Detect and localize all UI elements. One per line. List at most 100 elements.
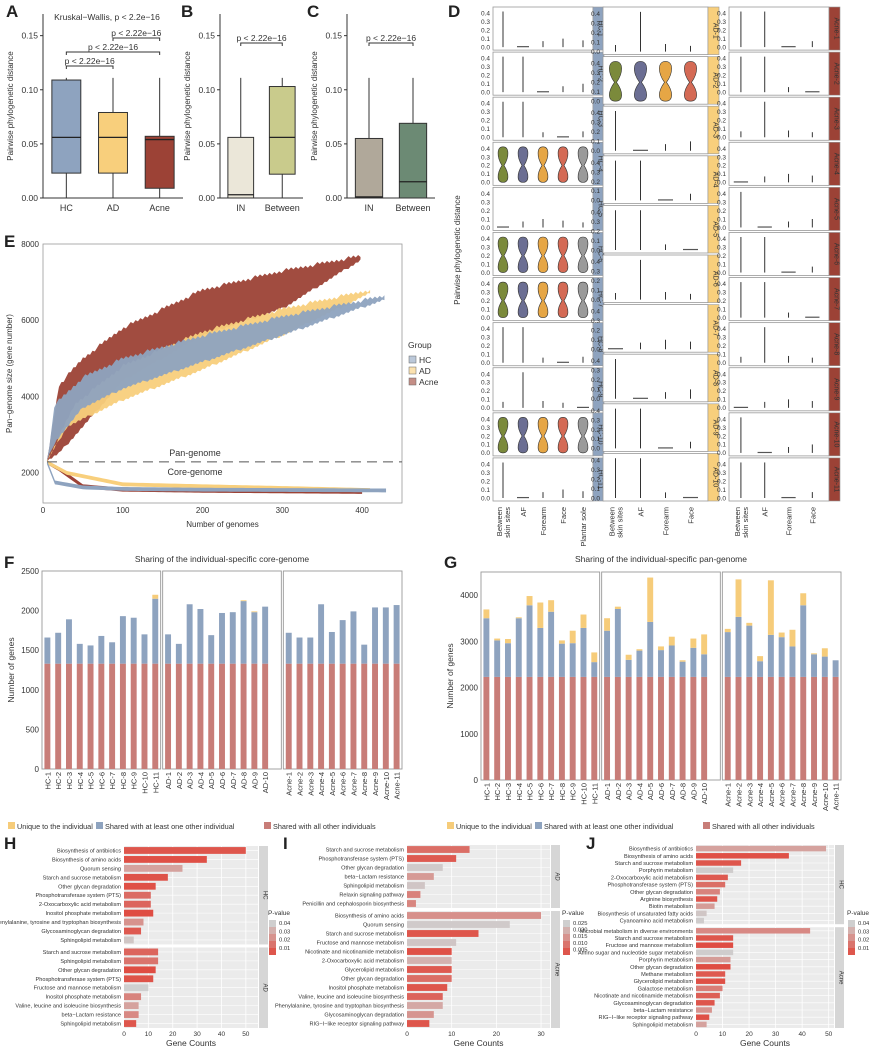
bar-segment-shared-all (821, 676, 828, 780)
x-tick-label: skin sites (616, 507, 625, 538)
bar-segment-shared-all (208, 663, 215, 769)
y-tick-label: 0.2 (591, 179, 600, 186)
x-tick-label: HC-6 (536, 783, 545, 801)
facet-strip-label: HC-3 (597, 111, 604, 127)
bar-segment-shared-all (165, 663, 172, 769)
bar-segment-shared-some (548, 611, 555, 677)
x-tick-label: Acne (149, 203, 170, 213)
x-tick-label: HC-2 (493, 783, 502, 801)
y-tick-label: 0.1 (591, 238, 600, 245)
y-tick-label: 0.2 (717, 253, 726, 260)
facet-ad-6: AD-6 0.0 0.1 0.2 0.3 0.4 (591, 254, 720, 304)
facet-panel (696, 927, 834, 1028)
bar-segment-unique (636, 649, 643, 651)
facet-strip (707, 403, 720, 452)
bar-segment-shared-all (361, 663, 368, 769)
bar-segment-shared-some (285, 632, 292, 664)
x-tick-label: AD-6 (657, 783, 666, 800)
y-tick-label: 0.4 (591, 457, 600, 464)
x-tick-label: Acne-3 (306, 772, 315, 796)
y-axis-label: Pairwise phylogenetic distance (453, 195, 462, 305)
enrichment-bar (407, 1002, 443, 1009)
enrichment-bar (407, 966, 452, 973)
term-label: Glycosaminoglycan degradation (41, 929, 121, 935)
y-tick-label: 0.3 (591, 120, 600, 127)
x-tick-label: HC-5 (526, 783, 535, 801)
y-tick-label: 0.0 (717, 405, 726, 412)
term-label: Cyanoamino acid metabolism (620, 919, 694, 925)
facet-panel (728, 367, 830, 412)
term-label: Fructose and mannose metabolism (34, 986, 122, 992)
facet-strip (551, 845, 560, 908)
legend-tick-label: 0.02 (279, 938, 290, 944)
core-genome-band-ad (46, 460, 371, 492)
chart-title: Sharing of the individual-specific core-… (135, 554, 310, 564)
y-tick-label: 0.1 (591, 139, 600, 146)
bar-segment-unique (735, 579, 742, 617)
y-tick-label: 0.1 (481, 397, 490, 404)
x-tick-label: Acne-2 (735, 783, 744, 807)
term-label: Other glycan degradation (630, 890, 693, 896)
bar-segment-shared-some (76, 643, 83, 664)
facet-panel (728, 232, 830, 276)
facet-strip-label: AD-4 (712, 172, 719, 188)
x-tick-label: AD-1 (164, 772, 173, 789)
bar-segment-shared-some (724, 632, 731, 677)
bar-segment-shared-all (580, 676, 587, 780)
violin (497, 417, 509, 454)
facet-strip (592, 232, 605, 276)
y-tick-label: 0.0 (481, 135, 490, 142)
y-tick-label: 0.1 (481, 352, 490, 359)
y-tick-label: 0.0 (717, 180, 726, 187)
enrichment-bar (124, 1002, 139, 1010)
x-tick-label: 400 (355, 506, 369, 515)
y-tick-label: 0.4 (591, 110, 600, 117)
significance-bracket (65, 65, 114, 69)
facet-strip-label: HC-1 (597, 20, 604, 36)
bar-segment-shared-all (66, 663, 72, 769)
facet-strip (828, 6, 841, 51)
facet-strip-label: AD-7 (712, 320, 719, 336)
core-genome-band-hc (46, 460, 387, 493)
enrichment-bar (407, 984, 448, 991)
bar-segment-shared-some (647, 621, 654, 677)
legend-key (447, 822, 454, 829)
bar-segment-unique (614, 606, 621, 609)
x-tick-label: 50 (242, 1031, 250, 1038)
bar-segment-shared-all (558, 676, 565, 780)
term-label: Inositol phosphate metabolism (45, 911, 121, 917)
box-hc (51, 79, 82, 174)
significance-bracket (368, 42, 414, 46)
facet-panel (728, 96, 830, 141)
y-tick-label: 0.1 (481, 36, 490, 43)
bar-segment-unique (515, 617, 522, 619)
y-tick-label: 0.3 (481, 199, 490, 206)
legend-gradient-step (563, 941, 570, 948)
bar-segment-unique (668, 636, 675, 646)
y-axis-label: Pairwise phylogenetic distance (183, 51, 192, 161)
bar-segment-shared-all (197, 663, 204, 769)
y-tick-label: 0.3 (591, 368, 600, 375)
bar-segment-shared-all (130, 663, 137, 769)
y-tick-label: 0.0 (717, 315, 726, 322)
legend-gradient-step (563, 927, 570, 934)
facet-hc-11: HC-110.00.10.20.30.4 (481, 457, 605, 502)
facet-ad-2: AD-2 0.0 0.1 0.2 0.3 0.4 (591, 56, 720, 106)
y-axis-label: Number of genes (445, 643, 455, 708)
facet-acne: Acne Microbial metabolism in diverse envi… (578, 927, 844, 1028)
facet-strip-label: HC-9 (597, 381, 604, 397)
facet-acne-1: Acne-1 0.00.1 0.20.30.4 (717, 6, 841, 51)
bar-segment-shared-all (55, 663, 62, 769)
y-tick-label: 0.1 (591, 39, 600, 46)
y-tick-label: 0.0 (717, 44, 726, 51)
y-tick-label: 0.1 (717, 442, 726, 449)
y-tick-label: 0.0 (717, 270, 726, 277)
bar-segment-shared-all (668, 676, 675, 780)
y-tick-label: 0.3 (481, 380, 490, 387)
facet-hc-5: HC-50.00.10.20.30.4 (481, 186, 605, 232)
y-tick-label: 0.4 (591, 61, 600, 68)
y-tick-label: 0.2 (591, 377, 600, 384)
y-tick-label: 0.15 (325, 31, 342, 41)
facet-strip (707, 205, 720, 254)
bar-segment-unique (767, 580, 774, 635)
